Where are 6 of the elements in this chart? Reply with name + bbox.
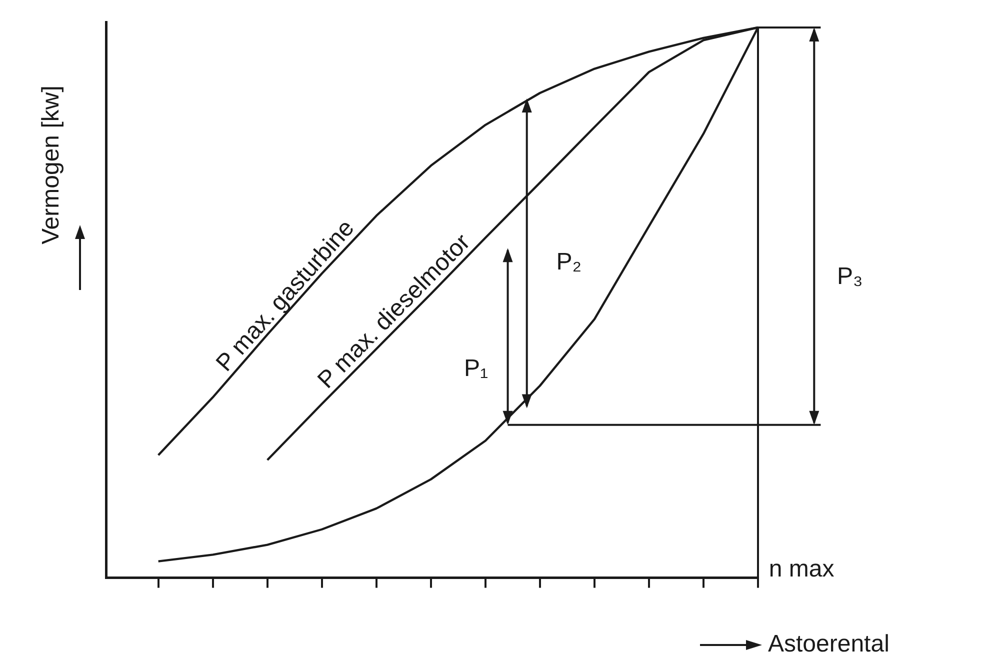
annotation: P₁ <box>464 354 488 382</box>
text: n max <box>768 555 834 582</box>
x-axis-title: Astoerental <box>768 630 890 658</box>
y-axis-title: Vermogen [kw] <box>38 86 65 244</box>
annotation: P₂ <box>556 248 582 276</box>
text: P₃ <box>837 262 863 290</box>
